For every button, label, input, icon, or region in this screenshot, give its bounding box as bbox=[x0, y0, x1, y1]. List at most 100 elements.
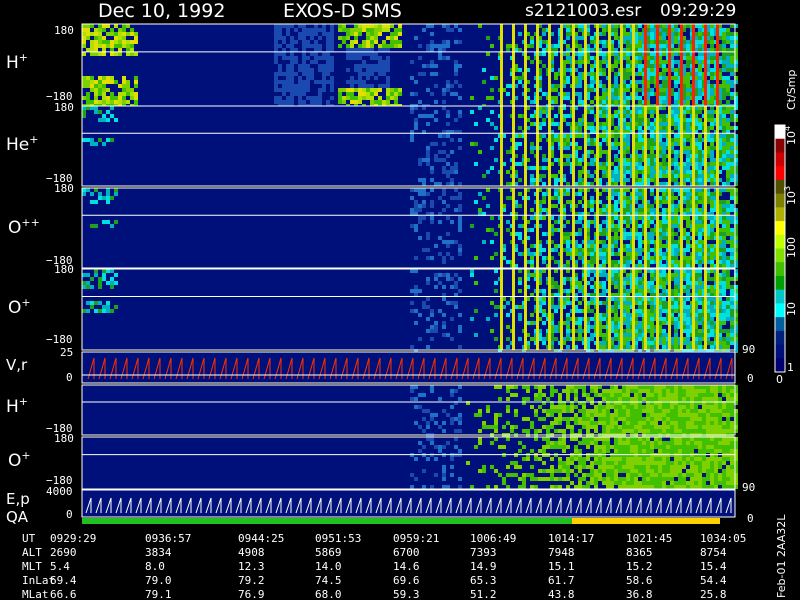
heat-cell bbox=[698, 417, 702, 421]
heat-cell bbox=[286, 68, 290, 72]
heat-cell bbox=[662, 100, 666, 104]
heat-cell bbox=[618, 409, 622, 413]
heat-cell bbox=[454, 24, 458, 28]
heat-cell bbox=[614, 413, 618, 417]
heat-cell bbox=[486, 52, 490, 56]
heat-cell bbox=[622, 425, 626, 429]
heat-cell bbox=[310, 36, 314, 40]
heat-cell bbox=[698, 413, 702, 417]
heat-cell bbox=[446, 154, 450, 158]
heat-cell bbox=[526, 228, 530, 232]
heat-cell bbox=[542, 28, 546, 32]
heat-cell bbox=[638, 397, 642, 401]
heat-cell bbox=[730, 158, 734, 162]
heat-cell bbox=[650, 188, 654, 192]
heat-cell bbox=[690, 425, 694, 429]
heat-cell bbox=[630, 385, 634, 389]
heat-cell bbox=[378, 64, 382, 68]
heat-cell bbox=[646, 204, 650, 208]
heat-cell bbox=[654, 413, 658, 417]
heat-cell bbox=[610, 385, 614, 389]
heat-cell bbox=[442, 48, 446, 52]
heat-cell bbox=[506, 405, 510, 409]
heat-cell bbox=[550, 277, 554, 281]
heat-cell bbox=[638, 110, 642, 114]
heat-stripe bbox=[680, 24, 683, 106]
heat-cell bbox=[718, 325, 722, 329]
heat-cell bbox=[674, 170, 678, 174]
heat-cell bbox=[490, 88, 494, 92]
heat-cell bbox=[726, 36, 730, 40]
heat-cell bbox=[578, 252, 582, 256]
heat-cell bbox=[470, 96, 474, 100]
heat-cell bbox=[558, 349, 562, 353]
heat-cell bbox=[506, 228, 510, 232]
heat-cell bbox=[626, 142, 630, 146]
heat-cell bbox=[106, 32, 110, 36]
heat-cell bbox=[722, 84, 726, 88]
heat-cell bbox=[586, 44, 590, 48]
heat-cell bbox=[666, 417, 670, 421]
heat-cell bbox=[622, 48, 626, 52]
heat-cell bbox=[662, 170, 666, 174]
heat-cell bbox=[574, 130, 578, 134]
heat-cell bbox=[638, 293, 642, 297]
heat-cell bbox=[662, 341, 666, 345]
heat-cell bbox=[286, 28, 290, 32]
heat-cell bbox=[682, 188, 686, 192]
heat-cell bbox=[682, 150, 686, 154]
heat-cell bbox=[450, 166, 454, 170]
heat-cell bbox=[674, 329, 678, 333]
heat-cell bbox=[654, 393, 658, 397]
heat-cell bbox=[710, 216, 714, 220]
heat-cell bbox=[306, 68, 310, 72]
heat-cell bbox=[534, 413, 538, 417]
heat-cell bbox=[306, 64, 310, 68]
heat-cell bbox=[670, 174, 674, 178]
heat-cell bbox=[622, 118, 626, 122]
heat-cell bbox=[502, 297, 506, 301]
heat-cell bbox=[598, 84, 602, 88]
heat-cell bbox=[694, 106, 698, 110]
heat-cell bbox=[454, 68, 458, 72]
heat-cell bbox=[310, 60, 314, 64]
heat-stripe bbox=[716, 106, 719, 186]
heat-stripe bbox=[692, 106, 695, 186]
heat-cell bbox=[378, 60, 382, 64]
heat-cell bbox=[494, 252, 498, 256]
heat-cell bbox=[578, 182, 582, 186]
heat-cell bbox=[614, 397, 618, 401]
heat-cell bbox=[418, 178, 422, 182]
heat-cell bbox=[722, 60, 726, 64]
heat-cell bbox=[646, 236, 650, 240]
heat-cell bbox=[650, 178, 654, 182]
heat-cell bbox=[730, 154, 734, 158]
heat-cell bbox=[730, 106, 734, 110]
heat-cell bbox=[574, 389, 578, 393]
heat-cell bbox=[110, 40, 114, 44]
heat-cell bbox=[518, 232, 522, 236]
heat-cell bbox=[542, 341, 546, 345]
heat-cell bbox=[598, 162, 602, 166]
heat-cell bbox=[686, 118, 690, 122]
heat-cell bbox=[414, 122, 418, 126]
heat-cell bbox=[586, 244, 590, 248]
heat-cell bbox=[634, 317, 638, 321]
heat-cell bbox=[610, 92, 614, 96]
heat-cell bbox=[678, 421, 682, 425]
heat-cell bbox=[442, 321, 446, 325]
heat-cell bbox=[542, 110, 546, 114]
heat-stripe bbox=[548, 188, 551, 268]
heat-cell bbox=[382, 44, 386, 48]
heat-cell bbox=[558, 429, 562, 433]
heat-cell bbox=[674, 118, 678, 122]
heat-cell bbox=[662, 293, 666, 297]
heat-cell bbox=[534, 409, 538, 413]
heat-cell bbox=[622, 260, 626, 264]
heat-cell bbox=[426, 277, 430, 281]
heat-cell bbox=[394, 44, 398, 48]
heat-cell bbox=[542, 248, 546, 252]
heat-cell bbox=[646, 166, 650, 170]
heat-cell bbox=[650, 289, 654, 293]
heat-cell bbox=[734, 56, 738, 60]
